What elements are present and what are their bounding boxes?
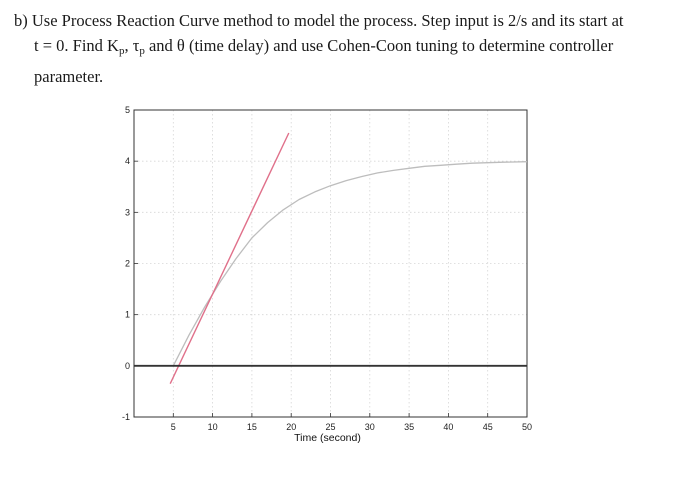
y-tick-label: 1 (125, 310, 130, 320)
line2-part-2: , τ (124, 36, 140, 55)
x-tick-label: 10 (208, 422, 218, 432)
y-tick-label: -1 (122, 412, 130, 422)
y-tick-label: 0 (125, 361, 130, 371)
x-tick-label: 20 (286, 422, 296, 432)
question-line-2: t = 0. Find Kp, τp and θ (time delay) an… (14, 33, 690, 64)
y-tick-label: 3 (125, 207, 130, 217)
tau-subscript: p (139, 45, 145, 57)
tangent-line (169, 132, 290, 384)
question-line-1: b) Use Process Reaction Curve method to … (14, 11, 624, 30)
line2-part-1: t = 0. Find K (34, 36, 119, 55)
y-tick-label: 2 (125, 259, 130, 269)
response-line (172, 161, 528, 367)
x-tick-label: 15 (247, 422, 257, 432)
x-tick-label: 25 (325, 422, 335, 432)
x-tick-label: 45 (483, 422, 493, 432)
kp-subscript: p (118, 45, 125, 57)
x-tick-label: 50 (522, 422, 532, 432)
question-text: b) Use Process Reaction Curve method to … (14, 8, 690, 89)
question-line-3: parameter. (34, 67, 104, 86)
x-tick-label: 30 (365, 422, 375, 432)
x-axis-title: Time (second) (294, 432, 361, 444)
x-tick-label: 40 (443, 422, 453, 432)
y-tick-label: 5 (125, 105, 130, 115)
line2-part-3: and θ (time delay) and use Cohen-Coon tu… (144, 36, 614, 55)
y-tick-label: 4 (125, 156, 130, 166)
x-tick-label: 35 (404, 422, 414, 432)
x-tick-label: 5 (171, 422, 176, 432)
